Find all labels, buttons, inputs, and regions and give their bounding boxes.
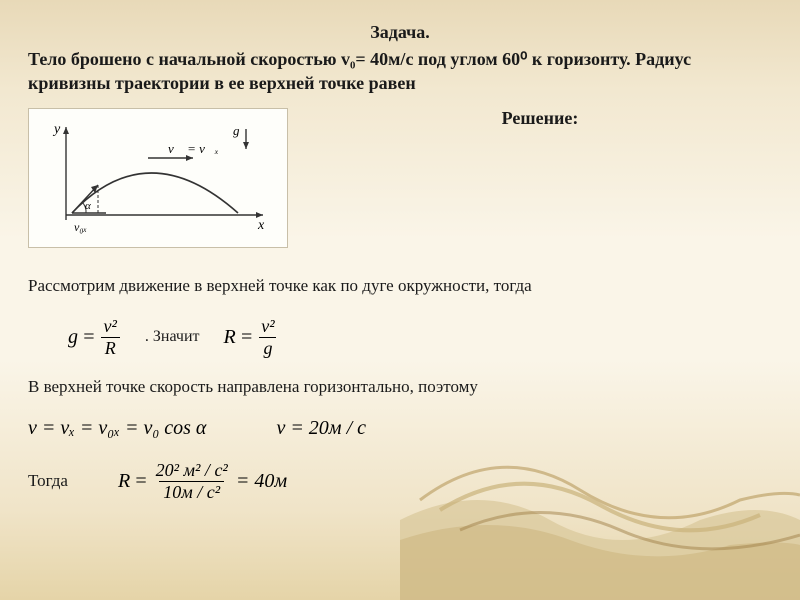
trajectory-diagram: y x v⃗ = v⃗ₓ v₀ₓ α <box>28 108 288 248</box>
y-axis-label: y <box>52 122 61 137</box>
formula-g-eq: g= v² R <box>68 316 121 359</box>
g-vector-label: g⃗ <box>233 123 250 138</box>
problem-title: Задача. <box>28 22 772 43</box>
alpha-label: α <box>85 200 91 212</box>
v0x-label: v₀ₓ <box>74 220 87 234</box>
x-axis-label: x <box>257 218 265 233</box>
formula-v-value: v = 20м / с <box>276 417 366 440</box>
step1-text: Рассмотрим движение в верхней точке как … <box>28 276 772 296</box>
formula-r-eq: R= v² g <box>224 316 279 359</box>
vtop-vector-label: v⃗ = v⃗ₓ <box>168 141 219 156</box>
znachit-text: . Значит <box>145 328 200 346</box>
formula-r-final: R= 20² м² / с² 10м / с² = 40м <box>118 460 287 503</box>
togda-text: Тогда <box>28 471 68 491</box>
solution-heading: Решение: <box>308 108 772 129</box>
problem-statement: Тело брошено с начальной скоростью v₀= 4… <box>28 47 772 96</box>
step2-text: В верхней точке скорость направлена гори… <box>28 377 772 397</box>
formula-v-chain: v = vₓ = v₀ₓ = v₀ cos α <box>28 417 206 440</box>
